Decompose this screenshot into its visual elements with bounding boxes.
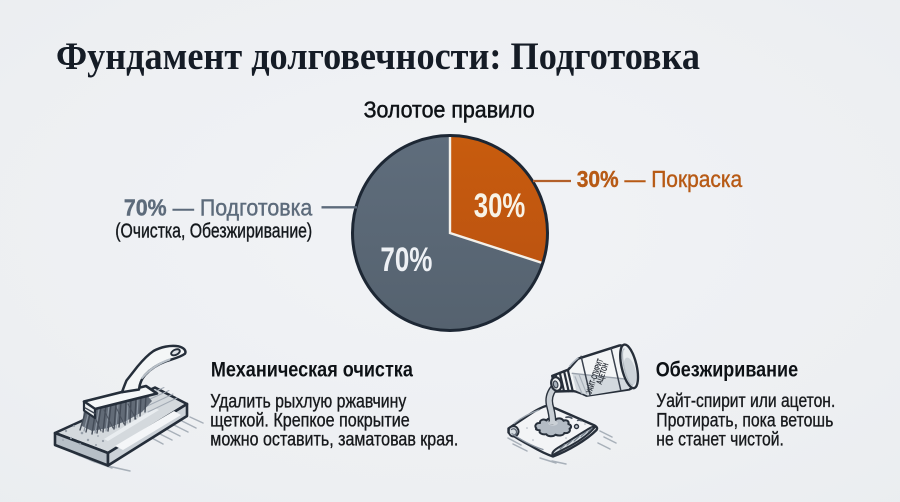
svg-text:30% — Покраска: 30% — Покраска	[577, 166, 743, 192]
svg-text:Механическая очистка: Механическая очистка	[211, 359, 413, 382]
svg-text:Протирать, пока ветошь: Протирать, пока ветошь	[656, 410, 833, 431]
svg-text:щеткой. Крепкое покрытие: щеткой. Крепкое покрытие	[210, 411, 409, 432]
svg-text:70%: 70%	[380, 241, 432, 279]
svg-text:можно оставить, заматовав края: можно оставить, заматовав края.	[210, 430, 458, 451]
svg-text:не станет чистой.: не станет чистой.	[656, 429, 784, 450]
svg-text:Золотое правило: Золотое правило	[364, 96, 535, 122]
svg-text:30%: 30%	[474, 187, 526, 225]
svg-text:70% — Подготовка: 70% — Подготовка	[124, 194, 313, 220]
svg-text:Удалить рыхлую ржавчину: Удалить рыхлую ржавчину	[210, 391, 406, 412]
svg-text:Обезжиривание: Обезжиривание	[656, 358, 798, 381]
svg-text:Уайт-спирит или ацетон.: Уайт-спирит или ацетон.	[656, 391, 835, 412]
svg-text:(Очистка, Обезжиривание): (Очистка, Обезжиривание)	[115, 221, 312, 243]
svg-text:Фундамент долговечности: Подго: Фундамент долговечности: Подготовка	[56, 35, 700, 78]
